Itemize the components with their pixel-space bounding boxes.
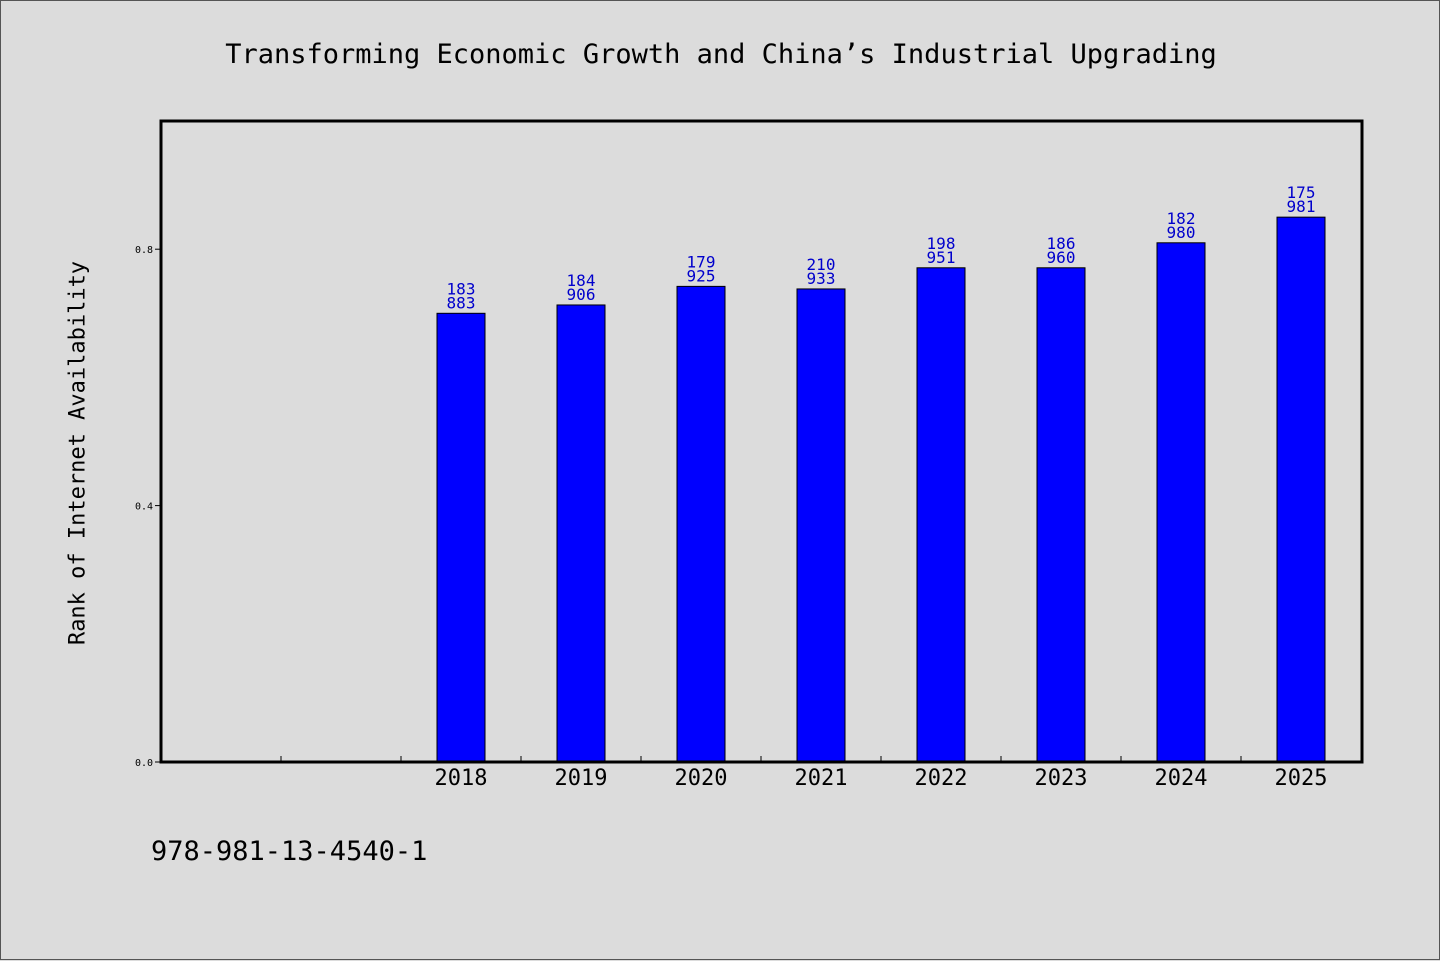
bar — [916, 267, 966, 763]
data-label-bottom: 933 — [807, 269, 836, 288]
data-label-top: 175 — [1287, 183, 1316, 202]
data-label-bottom: 883 — [447, 293, 476, 312]
plot-area-border — [159, 119, 1364, 764]
x-tick-label: 2021 — [795, 766, 848, 791]
data-label-top: 210 — [807, 255, 836, 274]
data-label-bottom: 906 — [567, 285, 596, 304]
x-tick-label: 2018 — [435, 766, 488, 791]
data-label-top: 179 — [687, 252, 716, 271]
data-label-top: 183 — [447, 279, 476, 298]
x-tick-label: 2020 — [675, 766, 728, 791]
isbn-text: 978-981-13-4540-1 — [151, 836, 428, 867]
data-label-bottom: 960 — [1047, 248, 1076, 267]
x-tick-label: 2022 — [915, 766, 968, 791]
x-tick-label: 2025 — [1275, 766, 1328, 791]
bar — [796, 288, 846, 763]
data-label-bottom: 925 — [687, 266, 716, 285]
bar — [1156, 242, 1206, 763]
bar — [436, 312, 486, 763]
data-label-bottom: 951 — [927, 248, 956, 267]
ticks-group: 0.0 0.4 0.8 2018 2019 2020 2021 2022 2023 2024 202… — [135, 245, 1328, 791]
data-label-top: 182 — [1167, 209, 1196, 228]
data-label-top: 186 — [1047, 234, 1076, 253]
data-label-top: 198 — [927, 234, 956, 253]
x-tick-label: 2019 — [555, 766, 608, 791]
x-tick-label: 2023 — [1035, 766, 1088, 791]
data-label-bottom: 981 — [1287, 197, 1316, 216]
bar — [556, 304, 606, 763]
y-tick-label: 0.0 — [135, 758, 153, 769]
bar — [1276, 216, 1326, 763]
bar — [1036, 267, 1086, 763]
data-label-top: 184 — [567, 271, 596, 290]
x-tick-label: 2024 — [1155, 766, 1208, 791]
y-tick-label: 0.4 — [135, 502, 153, 513]
y-tick-label: 0.8 — [135, 245, 153, 256]
bar — [676, 285, 726, 763]
data-label-bottom: 980 — [1167, 223, 1196, 242]
chart-title: Transforming Economic Growth and China’s… — [225, 39, 1217, 70]
bars-group: 1838831849061799252109331989511869601829… — [436, 183, 1326, 763]
